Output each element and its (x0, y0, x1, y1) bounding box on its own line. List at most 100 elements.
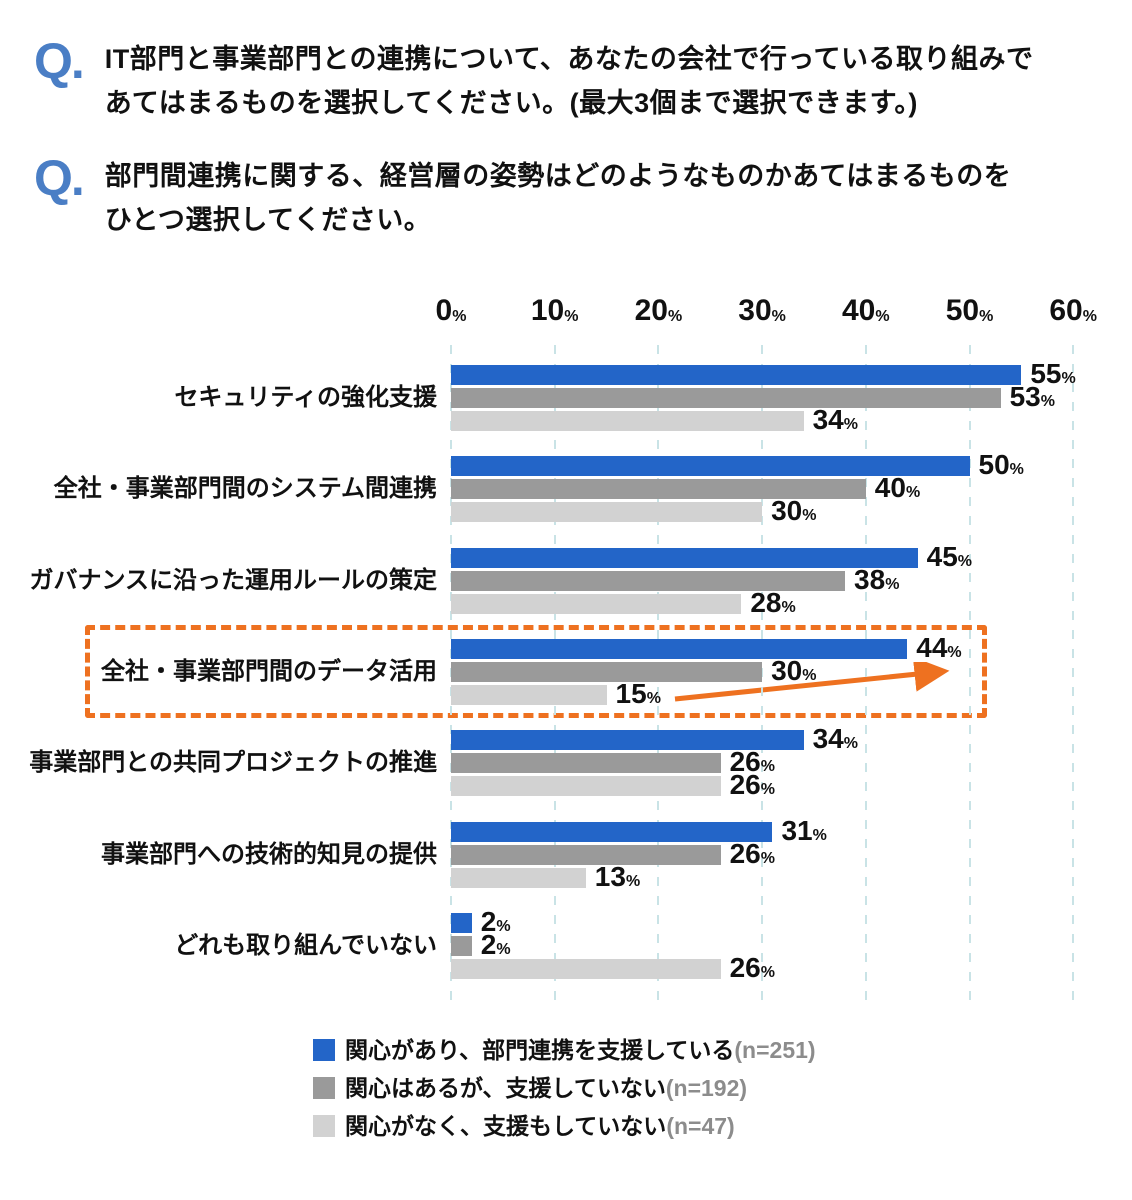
bar-value-number: 13 (594, 860, 626, 892)
bar-value-label: 26% (729, 837, 775, 869)
bar-value-label: 34% (813, 406, 858, 434)
bar (451, 411, 804, 431)
bar (451, 456, 970, 477)
bar-value-unit: % (781, 598, 796, 616)
bar-value-label: 26% (730, 748, 775, 776)
legend-label: 関心はあるが、支援していない(n=192) (345, 1074, 747, 1102)
bar-value-number: 38 (854, 563, 886, 595)
category-label: 事業部門との共同プロジェクトの推進 (29, 749, 437, 777)
bar-value-number: 26 (729, 951, 761, 983)
bar (451, 935, 472, 956)
category-label: ガバナンスに沿った運用ルールの策定 (29, 566, 437, 594)
axis-tick-unit: % (564, 308, 579, 325)
bar-value-unit: % (760, 758, 775, 776)
axis-tick-number: 50 (945, 294, 980, 327)
legend-sample-size: (n=251) (734, 1037, 816, 1063)
category-label: セキュリティの強化支援 (174, 384, 437, 411)
gridline (1072, 345, 1075, 1008)
bar-value-number: 2 (480, 905, 497, 937)
bar-value-number: 31 (781, 814, 813, 846)
bar (451, 958, 721, 979)
bar-value-unit: % (947, 643, 962, 661)
bar-value-number: 2 (480, 928, 497, 960)
bar-value-label: 44% (916, 631, 962, 663)
bar (451, 502, 763, 523)
legend: 関心があり、部門連携を支援している(n=251) 関心はあるが、支援していない(n… (313, 1036, 816, 1140)
bar-value-unit: % (957, 552, 973, 570)
bar-value-unit: % (1009, 461, 1024, 479)
bar-value-unit: % (885, 575, 900, 593)
bar-value-unit: % (802, 507, 817, 525)
highlight-arrow-icon (674, 662, 950, 702)
bar-value-number: 44 (916, 631, 948, 663)
bar (451, 753, 721, 774)
axis-tick-unit: % (875, 308, 890, 325)
bar-value-label: 26% (730, 771, 775, 799)
bar-value-unit: % (843, 416, 858, 433)
bar (451, 638, 908, 659)
bar-value-unit: % (625, 872, 641, 890)
bar-value-label: 2% (480, 928, 511, 960)
legend-swatch-icon (313, 1039, 335, 1061)
bar-value-unit: % (905, 484, 921, 502)
bar (451, 684, 607, 705)
axis-tick-number: 10 (530, 294, 565, 327)
bar-value-label: 55% (1030, 360, 1075, 388)
question-1-marker: Q. (34, 33, 85, 89)
bar-value-number: 53 (1009, 381, 1041, 412)
bar (451, 844, 721, 865)
bar-value-label: 2% (480, 905, 511, 937)
bar (451, 776, 721, 797)
question-1: Q. IT部門と事業部門との連携について、あなたの会社で行っている取り組みで あ… (34, 33, 1112, 125)
legend-item: 関心はあるが、支援していない(n=192) (313, 1074, 816, 1102)
bar-value-label: 30% (771, 497, 816, 525)
category-label: 事業部門への技術的知見の提供 (101, 840, 437, 868)
bar-value-number: 45 (926, 540, 958, 572)
bar-value-unit: % (812, 826, 827, 844)
bar-value-unit: % (760, 781, 775, 799)
axis-tick-unit: % (979, 308, 994, 325)
bar-value-number: 26 (729, 746, 761, 778)
bar (451, 593, 742, 614)
bar-value-label: 31% (781, 814, 827, 846)
category-label: どれも取り組んでいない (174, 931, 437, 959)
bar-value-number: 34 (812, 723, 844, 755)
bar (451, 867, 586, 888)
bar-value-number: 34 (812, 404, 844, 435)
category-label: 全社・事業部門間のシステム間連携 (53, 475, 437, 503)
legend-swatch-icon (313, 1115, 335, 1137)
gridline (968, 345, 971, 1008)
bar (451, 912, 472, 933)
bar-value-unit: % (496, 940, 511, 958)
bar (451, 570, 846, 591)
bar-value-unit: % (802, 666, 817, 684)
bar-value-number: 40 (874, 472, 906, 504)
bar-value-label: 45% (926, 540, 973, 572)
axis-tick-number: 20 (634, 294, 668, 327)
axis-tick-label: 20% (613, 296, 703, 326)
grouped-bar-chart: 関心があり、部門連携を支援している(n=251) 関心はあるが、支援していない(n… (0, 290, 1132, 1170)
bar-value-label: 13% (594, 860, 641, 892)
bar (451, 661, 763, 682)
bar-value-unit: % (1040, 393, 1055, 410)
axis-tick-number: 30 (738, 294, 772, 327)
legend-sample-size: (n=47) (666, 1113, 735, 1139)
legend-sample-size: (n=192) (665, 1075, 748, 1101)
bar-value-unit: % (760, 849, 775, 867)
gridline (761, 345, 764, 1008)
bar-value-number: 26 (729, 837, 761, 869)
bar (451, 730, 804, 751)
bar-value-number: 30 (771, 495, 803, 527)
bar-value-number: 55 (1030, 358, 1062, 389)
question-2: Q. 部門間連携に関する、経営層の姿勢はどのようなものかあてはまるものを ひとつ… (34, 153, 1112, 242)
legend-item: 関心があり、部門連携を支援している(n=251) (313, 1036, 816, 1064)
legend-item: 関心がなく、支援もしていない(n=47) (313, 1112, 816, 1140)
axis-tick-label: 60% (1028, 296, 1118, 326)
bar-value-label: 26% (729, 951, 775, 983)
bar-value-label: 50% (979, 451, 1024, 479)
axis-tick-number: 60 (1049, 294, 1083, 327)
axis-tick-label: 50% (925, 296, 1015, 326)
bar-value-label: 28% (750, 588, 796, 617)
bar (451, 547, 918, 568)
legend-swatch-icon (313, 1077, 335, 1099)
